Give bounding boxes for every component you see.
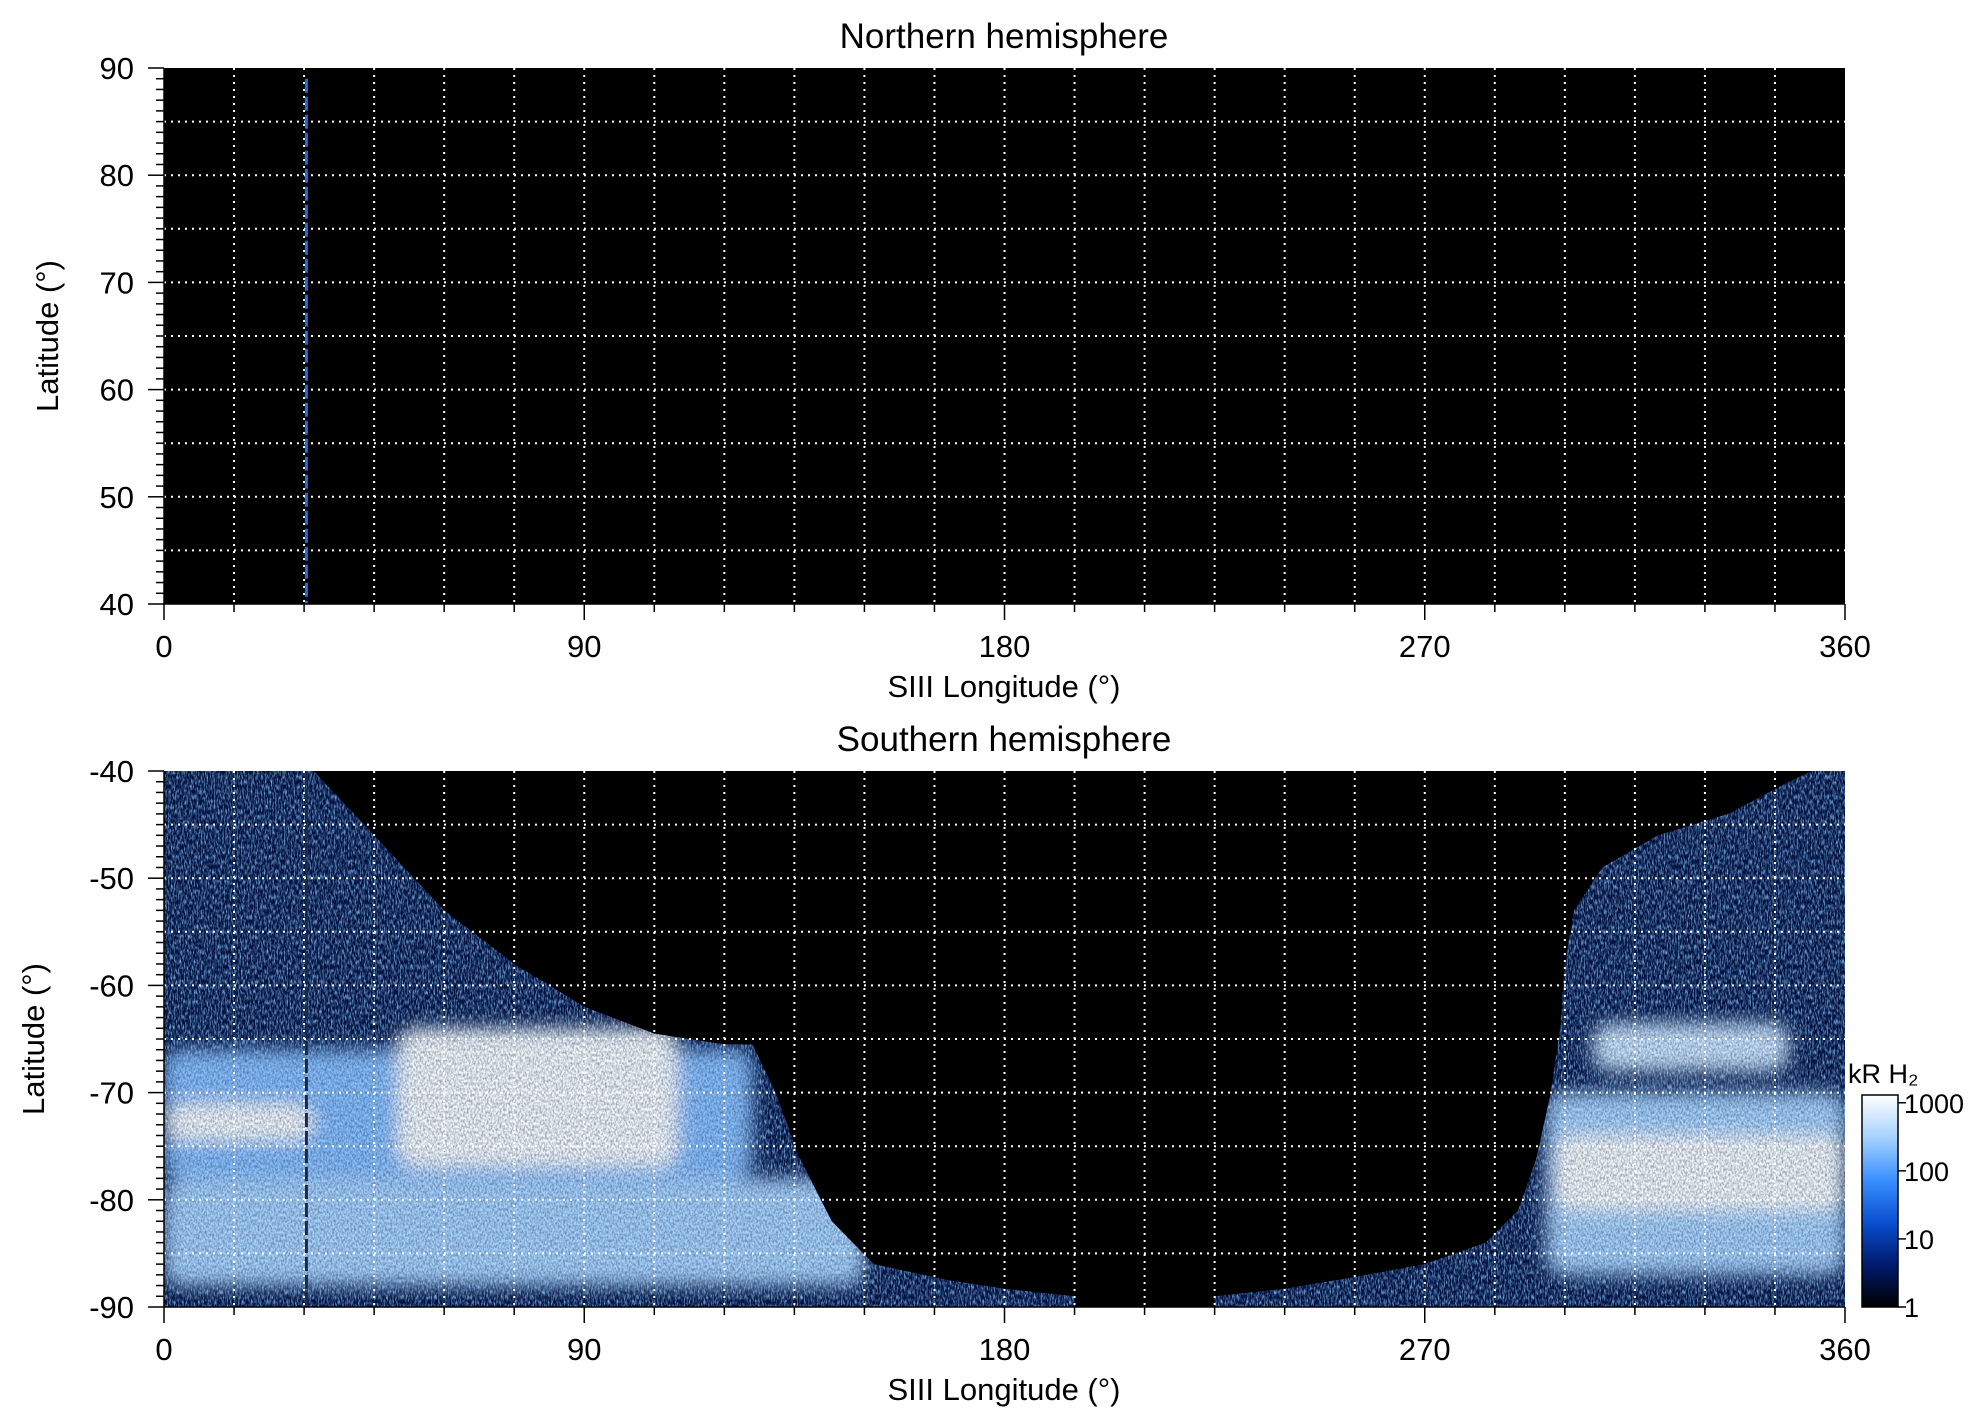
northern-y-tick-label: 40	[100, 587, 134, 622]
southern-x-tick-label: 270	[1399, 1332, 1451, 1367]
northern-x-tick-label: 180	[979, 629, 1031, 664]
northern-y-tick-label: 50	[100, 480, 134, 515]
northern-x-tick-label: 360	[1819, 629, 1871, 664]
southern-x-axis-label: SIII Longitude (°)	[888, 1372, 1121, 1407]
northern-grid	[164, 68, 1845, 604]
northern-y-tick-label: 70	[100, 265, 134, 300]
northern-axes: 40 50 60 70 80 90 0 90 180 270 360	[100, 51, 1871, 664]
southern-y-tick-label: -80	[89, 1183, 134, 1218]
southern-grid	[164, 771, 1845, 1307]
northern-x-tick-label: 90	[567, 629, 601, 664]
colorbar-tick-label: 1	[1904, 1293, 1919, 1323]
northern-x-axis-label: SIII Longitude (°)	[888, 669, 1121, 704]
colorbar-label: kR H₂	[1848, 1059, 1918, 1089]
colorbar-tick-label: 10	[1904, 1225, 1934, 1255]
southern-x-tick-label: 90	[567, 1332, 601, 1367]
northern-y-tick-label: 60	[100, 373, 134, 408]
southern-x-tick-label: 180	[979, 1332, 1031, 1367]
southern-axes: -90 -80 -70 -60 -50 -40 0 90 180 270 360	[89, 754, 1871, 1367]
northern-x-tick-label: 0	[155, 629, 172, 664]
southern-panel-title: Southern hemisphere	[837, 720, 1172, 759]
colorbar-gradient	[1861, 1094, 1899, 1308]
southern-y-axis-label: Latitude (°)	[16, 963, 51, 1115]
southern-y-tick-label: -90	[89, 1290, 134, 1325]
southern-hemisphere-panel: Southern hemisphere -90 -80 -70 -60 -50 -40 0 9…	[16, 720, 1871, 1407]
northern-y-axis-label: Latitude (°)	[30, 260, 65, 412]
southern-y-tick-label: -40	[89, 754, 134, 789]
northern-y-tick-label: 90	[100, 51, 134, 86]
northern-panel-title: Northern hemisphere	[840, 17, 1169, 56]
colorbar-tick-label: 1000	[1904, 1089, 1964, 1119]
northern-y-tick-label: 80	[100, 158, 134, 193]
northern-hemisphere-panel: Northern hemisphere 40 50 60 70 80 90 0 90 180 27…	[30, 17, 1871, 704]
southern-y-tick-label: -70	[89, 1076, 134, 1111]
southern-x-tick-label: 0	[155, 1332, 172, 1367]
northern-x-tick-label: 270	[1399, 629, 1451, 664]
southern-x-tick-label: 360	[1819, 1332, 1871, 1367]
southern-y-tick-label: -50	[89, 861, 134, 896]
colorbar-ticks: 1000 100 10 1	[1898, 1089, 1964, 1323]
colorbar: kR H₂ 1000 100 10 1	[1848, 1059, 1964, 1323]
colorbar-tick-label: 100	[1904, 1157, 1949, 1187]
southern-y-tick-label: -60	[89, 968, 134, 1003]
